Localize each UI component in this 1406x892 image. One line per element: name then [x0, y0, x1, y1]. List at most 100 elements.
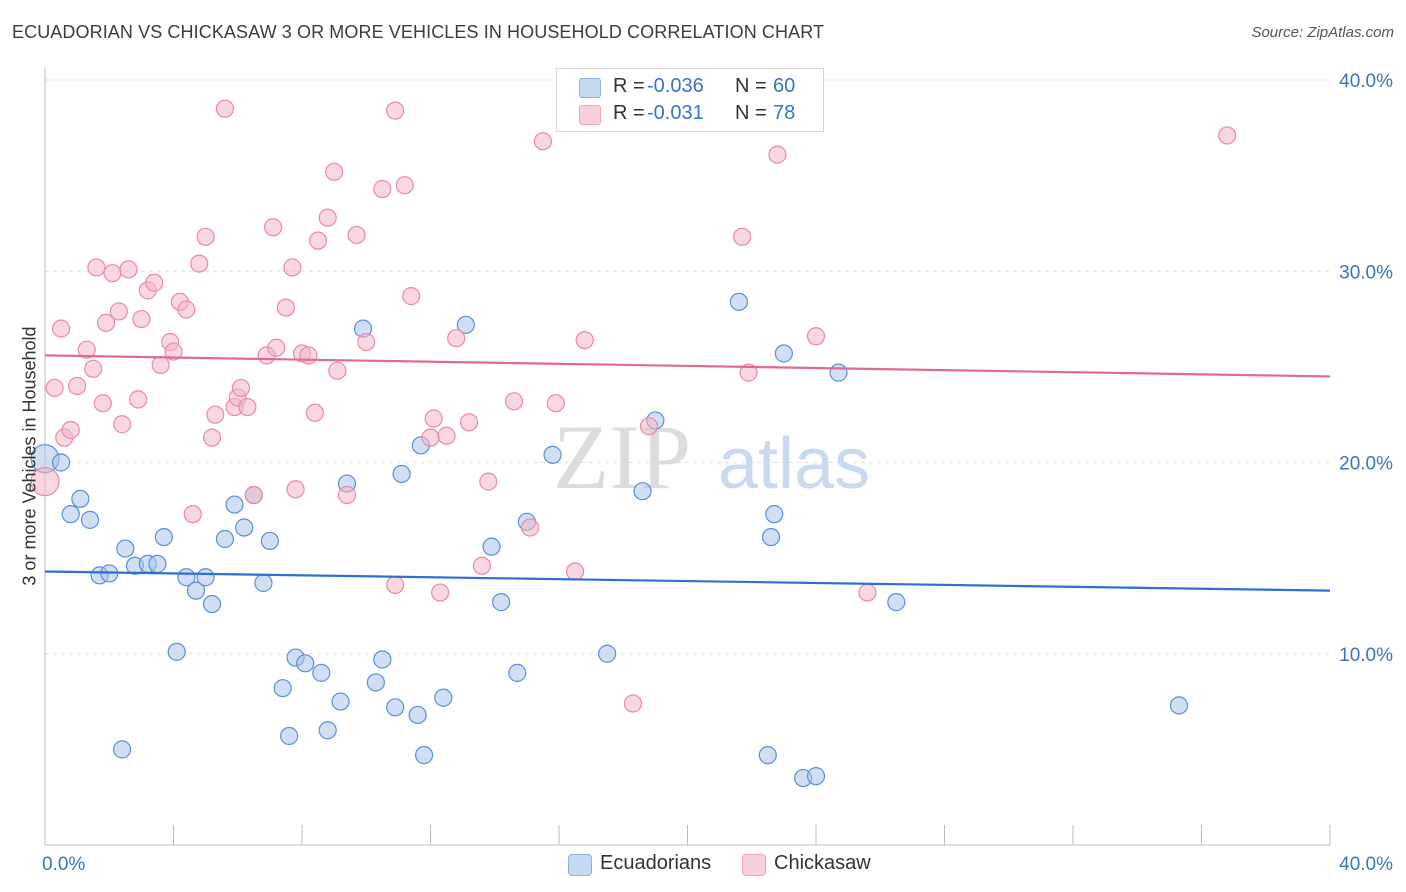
data-point-ecuadorians — [148, 554, 167, 573]
data-point-ecuadorians — [408, 705, 427, 725]
data-point-ecuadorians — [761, 527, 781, 547]
data-point-chickasaw — [286, 480, 305, 499]
data-point-ecuadorians — [386, 698, 405, 717]
watermark-atlas: atlas — [718, 424, 870, 504]
data-point-ecuadorians — [154, 527, 173, 547]
data-point-ecuadorians — [296, 654, 315, 673]
bottom-legend-swatch-ecuadorians — [568, 854, 592, 876]
data-point-ecuadorians — [887, 593, 906, 612]
data-point-chickasaw — [395, 176, 414, 195]
data-point-chickasaw — [504, 392, 524, 411]
data-point-chickasaw — [263, 218, 283, 237]
data-point-chickasaw — [325, 162, 344, 181]
data-point-ecuadorians — [633, 482, 652, 501]
data-point-ecuadorians — [318, 721, 337, 740]
data-point-ecuadorians — [598, 644, 617, 663]
legend-n-value: 60 — [773, 75, 796, 97]
data-point-ecuadorians — [61, 505, 80, 524]
data-point-chickasaw — [129, 390, 148, 409]
data-point-chickasaw — [151, 355, 170, 375]
data-point-chickasaw — [109, 302, 128, 321]
data-point-chickasaw — [190, 254, 209, 273]
chart-title: ECUADORIAN VS CHICKASAW 3 OR MORE VEHICL… — [12, 22, 825, 42]
data-point-chickasaw — [196, 227, 215, 246]
data-point-ecuadorians — [331, 692, 350, 711]
bottom-legend-label: Chickasaw — [774, 852, 871, 874]
data-point-chickasaw — [386, 575, 405, 595]
y-tick-label: 20.0% — [1339, 454, 1393, 475]
data-point-chickasaw — [479, 472, 498, 491]
data-point-chickasaw — [421, 428, 440, 447]
data-point-chickasaw — [533, 132, 553, 151]
data-point-ecuadorians — [51, 453, 71, 472]
data-point-chickasaw — [238, 397, 257, 417]
data-point-chickasaw — [373, 179, 392, 199]
data-point-chickasaw — [145, 273, 164, 292]
data-point-ecuadorians — [729, 292, 749, 311]
data-point-chickasaw — [575, 331, 594, 350]
legend-r-label: R = — [613, 75, 645, 97]
data-point-chickasaw — [119, 260, 138, 279]
x-tick-label-max: 40.0% — [1339, 854, 1393, 875]
data-point-ecuadorians — [543, 445, 562, 464]
y-tick-label: 30.0% — [1339, 262, 1393, 283]
x-tick-label-min: 0.0% — [42, 854, 85, 875]
legend-n-label: N = — [735, 75, 767, 97]
legend-r-label: R = — [613, 102, 645, 124]
legend-r-value: -0.036 — [647, 75, 704, 97]
trend-line-chickasaw — [44, 354, 1331, 378]
data-point-chickasaw — [357, 332, 376, 352]
data-point-chickasaw — [77, 340, 96, 359]
data-point-chickasaw — [546, 394, 565, 413]
data-point-chickasaw — [318, 208, 337, 227]
data-point-ecuadorians — [273, 679, 292, 698]
legend-n-label: N = — [735, 102, 767, 124]
data-point-chickasaw — [806, 327, 826, 346]
data-point-ecuadorians — [116, 539, 135, 558]
data-point-chickasaw — [283, 258, 302, 277]
data-point-chickasaw — [61, 420, 80, 440]
data-point-ecuadorians — [312, 663, 331, 682]
data-point-chickasaw — [51, 319, 71, 338]
data-point-ecuadorians — [508, 663, 527, 682]
source-attribution: Source: ZipAtlas.com — [1251, 24, 1394, 41]
data-point-chickasaw — [308, 231, 328, 250]
data-point-chickasaw — [328, 361, 347, 380]
data-point-ecuadorians — [260, 531, 279, 551]
data-point-chickasaw — [103, 264, 122, 283]
watermark: ZIP atlas — [553, 406, 870, 508]
data-point-chickasaw — [472, 556, 491, 575]
data-point-ecuadorians — [414, 746, 434, 765]
data-point-ecuadorians — [829, 363, 848, 382]
data-point-chickasaw — [215, 99, 234, 118]
data-point-chickasaw — [431, 583, 450, 602]
data-point-ecuadorians — [280, 726, 299, 746]
data-point-chickasaw — [68, 376, 87, 396]
data-point-ecuadorians — [456, 315, 475, 334]
data-point-chickasaw — [447, 329, 466, 348]
data-point-chickasaw — [202, 428, 222, 447]
data-point-chickasaw — [87, 258, 106, 277]
data-point-chickasaw — [347, 225, 366, 245]
data-point-chickasaw — [459, 413, 479, 432]
data-point-ecuadorians — [225, 495, 244, 514]
data-point-ecuadorians — [482, 537, 501, 556]
data-point-ecuadorians — [492, 593, 511, 612]
data-point-ecuadorians — [758, 746, 777, 765]
data-point-ecuadorians — [1169, 696, 1189, 715]
data-point-chickasaw — [112, 415, 132, 434]
data-point-ecuadorians — [254, 573, 273, 593]
data-point-chickasaw — [276, 298, 296, 317]
data-point-ecuadorians — [366, 673, 385, 692]
data-point-chickasaw — [1218, 126, 1237, 145]
data-point-chickasaw — [206, 405, 225, 424]
data-point-ecuadorians — [80, 510, 100, 529]
data-point-chickasaw — [93, 394, 112, 413]
data-point-chickasaw — [858, 583, 877, 602]
data-point-chickasaw — [30, 467, 60, 497]
legend-swatch-ecuadorians — [579, 78, 601, 98]
data-point-chickasaw — [402, 287, 421, 306]
legend-r-value: -0.031 — [647, 102, 704, 124]
data-point-ecuadorians — [196, 568, 215, 587]
